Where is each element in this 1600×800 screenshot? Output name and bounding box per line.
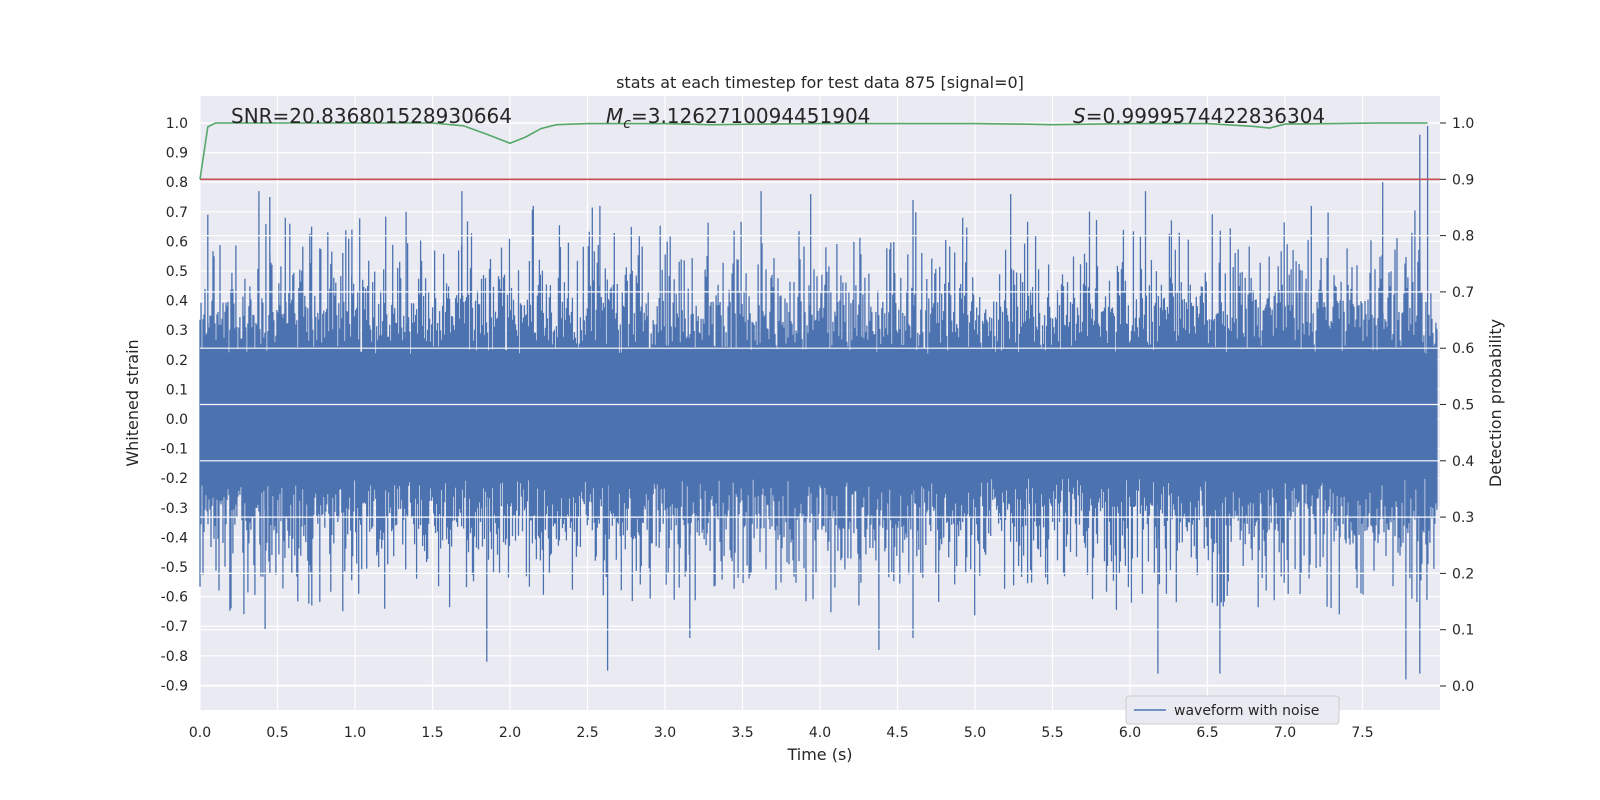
x-tick-label: 7.0 bbox=[1274, 725, 1296, 741]
y-tick-label-left: 0.0 bbox=[166, 412, 188, 428]
y-axis-label-left: Whitened strain bbox=[123, 339, 142, 466]
y-tick-label-right: 0.8 bbox=[1452, 229, 1474, 245]
y-tick-label-left: -0.3 bbox=[161, 501, 188, 517]
y-tick-label-right: 0.5 bbox=[1452, 398, 1474, 414]
s-symbol: S bbox=[1073, 104, 1086, 128]
snr-annotation: SNR=20.836801528930664 bbox=[231, 104, 512, 128]
y-tick-label-right: 1.0 bbox=[1452, 116, 1474, 132]
x-tick-label: 1.0 bbox=[344, 725, 366, 741]
y-tick-label-right: 0.4 bbox=[1452, 454, 1474, 470]
legend: waveform with noise bbox=[1125, 695, 1340, 725]
x-tick-label: 4.5 bbox=[886, 725, 908, 741]
y-tick-label-left: 0.3 bbox=[166, 323, 188, 339]
mc-subscript: c bbox=[623, 116, 631, 132]
right-axis-grid-lines bbox=[200, 122, 1440, 687]
tick-labels: 0.0 0.5 1.0 1.5 2.0 2.5 3.0 3.5 4.0 4.5 5.0 5.5 6.0 6… bbox=[161, 116, 1475, 741]
y-tick-label-right: 0.2 bbox=[1452, 566, 1474, 582]
y-tick-label-left: 0.2 bbox=[166, 353, 188, 369]
x-tick-label: 0.5 bbox=[266, 725, 288, 741]
x-tick-label: 4.0 bbox=[809, 725, 831, 741]
x-tick-label: 3.5 bbox=[731, 725, 753, 741]
x-tick-label: 0.0 bbox=[189, 725, 211, 741]
y-tick-label-left: 0.7 bbox=[166, 205, 188, 221]
y-tick-label-left: 0.8 bbox=[166, 175, 188, 191]
x-tick-label: 5.0 bbox=[964, 725, 986, 741]
y-tick-label-left: -0.5 bbox=[161, 560, 188, 576]
y-tick-label-left: 0.5 bbox=[166, 264, 188, 280]
y-tick-label-left: 0.1 bbox=[166, 382, 188, 398]
y-tick-label-right: 0.6 bbox=[1452, 341, 1474, 357]
x-tick-label: 2.5 bbox=[576, 725, 598, 741]
s-value: =0.9999574422836304 bbox=[1086, 104, 1325, 128]
detection-probability-line bbox=[199, 122, 1428, 180]
y-tick-label-right: 0.7 bbox=[1452, 285, 1474, 301]
y-tick-label-left: -0.4 bbox=[161, 530, 188, 546]
y-tick-label-left: -0.1 bbox=[161, 442, 188, 458]
mc-value: =3.1262710094451904 bbox=[631, 104, 870, 128]
y-tick-label-right: 0.0 bbox=[1452, 679, 1474, 695]
y-tick-label-left: -0.8 bbox=[161, 649, 188, 665]
y-tick-label-left: 1.0 bbox=[166, 116, 188, 132]
x-tick-label: 6.5 bbox=[1196, 725, 1218, 741]
y-tick-label-left: -0.2 bbox=[161, 471, 188, 487]
y-tick-label-left: 0.6 bbox=[166, 234, 188, 250]
x-tick-label: 5.5 bbox=[1041, 725, 1063, 741]
x-tick-label: 1.5 bbox=[421, 725, 443, 741]
y-tick-label-left: 0.9 bbox=[166, 146, 188, 162]
y-tick-label-left: 0.4 bbox=[166, 294, 188, 310]
y-tick-label-left: -0.6 bbox=[161, 590, 188, 606]
y-tick-label-right: 0.3 bbox=[1452, 510, 1474, 526]
waveform-series bbox=[199, 126, 1438, 680]
waveform-line bbox=[199, 126, 1438, 680]
x-tick-label: 7.5 bbox=[1351, 725, 1373, 741]
y-axis-label-right: Detection probability bbox=[1486, 319, 1505, 487]
probability-lines bbox=[199, 122, 1440, 181]
y-tick-label-right: 0.9 bbox=[1452, 172, 1474, 188]
chirp-mass-annotation: Mc=3.1262710094451904 bbox=[606, 104, 870, 132]
x-axis-label: Time (s) bbox=[786, 745, 852, 764]
y-tick-label-left: -0.9 bbox=[161, 678, 188, 694]
x-tick-label: 3.0 bbox=[654, 725, 676, 741]
s-annotation: S=0.9999574422836304 bbox=[1073, 104, 1325, 128]
y-tick-label-left: -0.7 bbox=[161, 619, 188, 635]
x-tick-label: 2.0 bbox=[499, 725, 521, 741]
chart-title: stats at each timestep for test data 875… bbox=[616, 73, 1024, 92]
mc-symbol: M bbox=[606, 104, 623, 128]
y-tick-label-right: 0.1 bbox=[1452, 623, 1474, 639]
legend-box bbox=[1125, 695, 1340, 725]
legend-label: waveform with noise bbox=[1174, 703, 1319, 719]
x-tick-label: 6.0 bbox=[1119, 725, 1141, 741]
